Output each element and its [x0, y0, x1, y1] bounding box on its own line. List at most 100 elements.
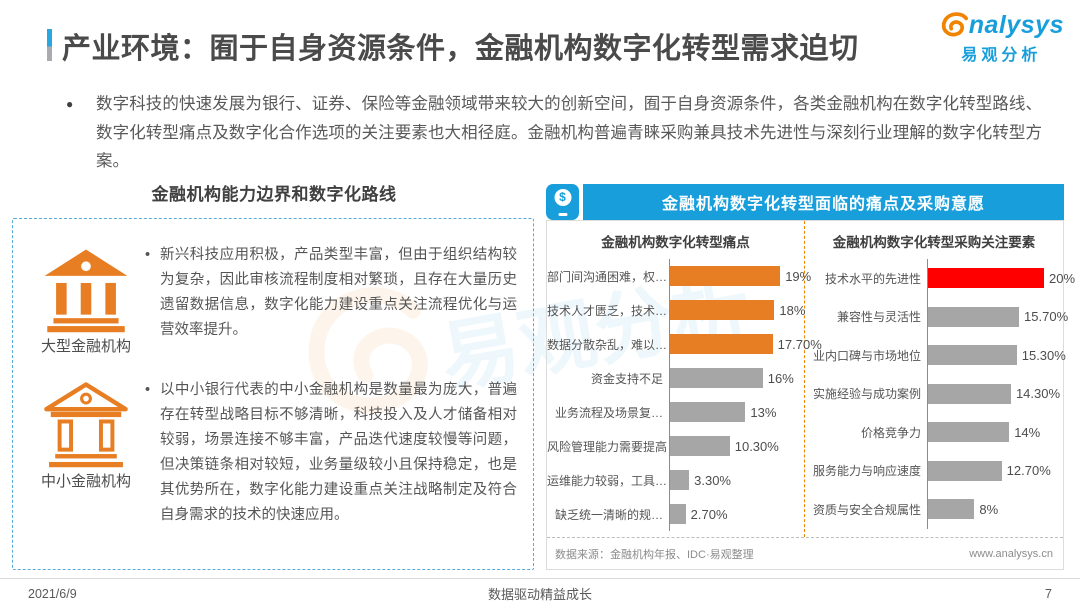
bar-track: 2.70%: [669, 497, 804, 531]
page-title: 产业环境：囿于自身资源条件，金融机构数字化转型需求迫切: [62, 33, 859, 65]
value-label: 10.30%: [734, 438, 779, 454]
home-dash-icon: [558, 213, 567, 216]
bank-outline-icon: [44, 382, 128, 468]
chart-title: 金融机构数字化转型痛点: [601, 235, 750, 250]
chart-row: 资金支持不足 16%: [547, 361, 804, 395]
mobile-payment-icon: $: [546, 184, 579, 220]
value-label: 2.70%: [690, 506, 728, 522]
institution-row-small: 中小金融机构 • 以中小银行代表的中小金融机构是数量最为庞大，普遍存在转型战略目…: [27, 378, 521, 528]
category-label: 服务能力与响应速度: [812, 464, 921, 479]
category-label: 缺乏统一清晰的规…: [554, 507, 663, 522]
chart-row: 风险管理能力需要提高 10.30%: [547, 429, 804, 463]
footer-date: 2021/6/9: [28, 586, 77, 601]
category-label: 业内口碑与市场地位: [812, 348, 921, 363]
dollar-coin-icon: $: [554, 189, 571, 206]
title-accent-bar: [47, 29, 52, 61]
category-label: 业务流程及场景复…: [554, 405, 663, 420]
chart-title: 金融机构数字化转型采购关注要素: [832, 235, 1036, 250]
bar-track: 13%: [669, 395, 804, 429]
category-label: 运维能力较弱，工具…: [547, 473, 668, 488]
footer-page-number: 7: [1045, 586, 1052, 601]
bar-track: 18%: [669, 293, 805, 327]
bar: [670, 334, 773, 354]
bar-track: 15.30%: [927, 336, 1066, 375]
bank-solid-icon: [44, 249, 128, 333]
value-label: 12.70%: [1006, 463, 1051, 479]
bar: [670, 402, 746, 422]
charts-row: 金融机构数字化转型痛点 部门间沟通困难，权… 19% 技术人才匮乏，技术… 18% 数据…: [547, 221, 1075, 537]
chart-row: 实施经验与成功案例 14.30%: [805, 374, 1063, 413]
category-label: 风险管理能力需要提高: [547, 439, 668, 454]
category-label: 资质与安全合规属性: [812, 502, 921, 517]
institution-row-large: 大型金融机构 • 新兴科技应用积极，产品类型丰富，但由于组织结构较为复杂，因此审…: [27, 243, 521, 356]
institution-label: 大型金融机构: [40, 338, 131, 355]
charts-panel-title: 金融机构数字化转型面临的痛点及采购意愿: [583, 184, 1064, 220]
category-label: 数据分散杂乱，难以…: [547, 337, 668, 352]
bar: [670, 300, 775, 320]
bar-track: 16%: [669, 361, 804, 395]
chart-row: 技术人才匮乏，技术… 18%: [547, 293, 805, 327]
value-label: 18%: [779, 302, 806, 318]
category-label: 部门间沟通困难，权…: [547, 269, 668, 284]
value-label: 19%: [785, 268, 812, 284]
capability-section: 金融机构能力边界和数字化路线 大型金融机构 • 新兴科技应用积极，产品类型丰富，…: [12, 180, 536, 570]
chart-row: 技术水平的先进性 20%: [805, 259, 1075, 298]
left-panel-title: 金融机构能力边界和数字化路线: [151, 185, 397, 204]
category-label: 技术水平的先进性: [824, 271, 921, 286]
bar-track: 3.30%: [669, 463, 804, 497]
institution-description: • 新兴科技应用积极，产品类型丰富，但由于组织结构较为复杂，因此审核流程制度相对…: [145, 243, 521, 356]
charts-section: $ 金融机构数字化转型面临的痛点及采购意愿 金融机构数字化转型痛点 部门间沟通困…: [546, 184, 1075, 570]
chart-row: 部门间沟通困难，权… 19%: [547, 259, 811, 293]
value-label: 15.30%: [1021, 347, 1066, 363]
slide-header: 产业环境：囿于自身资源条件，金融机构数字化转型需求迫切: [47, 25, 930, 67]
value-label: 16%: [767, 370, 794, 386]
chart-row: 数据分散杂乱，难以… 17.70%: [547, 327, 822, 361]
logo-brand-cn: 易观分析: [961, 47, 1042, 64]
bar-track: 10.30%: [669, 429, 804, 463]
chart-row: 缺乏统一清晰的规… 2.70%: [547, 497, 804, 531]
value-label: 20%: [1049, 270, 1076, 286]
bar: [928, 306, 1020, 327]
institution-text: 新兴科技应用积极，产品类型丰富，但由于组织结构较为复杂，因此审核流程制度相对繁琐…: [160, 247, 517, 338]
chart-footer: 数据来源：金融机构年报、IDC·易观整理 www.analysys.cn: [547, 537, 1063, 569]
bar-track: 19%: [669, 259, 811, 293]
slide-footer: 2021/6/9 数据驱动精益成长 7: [0, 578, 1080, 608]
bar: [928, 460, 1002, 481]
chart-row: 业务流程及场景复… 13%: [547, 395, 804, 429]
bar: [670, 368, 763, 388]
institution-figure: 中小金融机构: [27, 378, 145, 528]
value-label: 14%: [1014, 424, 1041, 440]
chart-row: 资质与安全合规属性 8%: [805, 490, 1063, 529]
charts-panel: 金融机构数字化转型痛点 部门间沟通困难，权… 19% 技术人才匮乏，技术… 18% 数据…: [546, 220, 1075, 570]
bar: [670, 470, 690, 490]
charts-header: $ 金融机构数字化转型面临的痛点及采购意愿: [546, 184, 1064, 220]
institution-label: 中小金融机构: [40, 473, 131, 490]
bullet-icon: •: [145, 382, 151, 398]
bar: [670, 436, 730, 456]
footer-slogan: 数据驱动精益成长: [487, 587, 593, 602]
bar-track: 20%: [927, 259, 1075, 298]
institution-description: • 以中小银行代表的中小金融机构是数量最为庞大，普遍存在转型战略目标不够清晰，科…: [145, 378, 521, 528]
value-label: 15.70%: [1024, 309, 1069, 325]
purchase-factors-chart: 金融机构数字化转型采购关注要素 技术水平的先进性 20% 兼容性与灵活性 15.70%…: [805, 221, 1075, 537]
value-label: 17.70%: [777, 336, 822, 352]
chart-row: 服务能力与响应速度 12.70%: [805, 451, 1063, 490]
value-label: 8%: [979, 501, 999, 517]
chart-row: 运维能力较弱，工具… 3.30%: [547, 463, 804, 497]
chart-row: 业内口碑与市场地位 15.30%: [805, 336, 1066, 375]
bullet-icon: •: [145, 247, 151, 263]
bar: [928, 345, 1017, 366]
chart-row: 价格竞争力 14%: [805, 413, 1063, 452]
category-label: 技术人才匮乏，技术…: [547, 303, 668, 318]
bar-track: 14%: [927, 413, 1063, 452]
bar: [928, 499, 975, 520]
pain-points-chart: 金融机构数字化转型痛点 部门间沟通困难，权… 19% 技术人才匮乏，技术… 18% 数据…: [547, 221, 822, 537]
data-source: 数据来源：金融机构年报、IDC·易观整理: [555, 548, 754, 561]
website-link[interactable]: www.analysys.cn: [969, 547, 1053, 560]
institution-text: 以中小银行代表的中小金融机构是数量最为庞大，普遍存在转型战略目标不够清晰，科技投…: [160, 382, 517, 523]
category-label: 价格竞争力: [860, 425, 921, 440]
institution-figure: 大型金融机构: [27, 243, 145, 356]
logo-swirl-icon: [941, 12, 968, 37]
category-label: 实施经验与成功案例: [812, 387, 921, 402]
